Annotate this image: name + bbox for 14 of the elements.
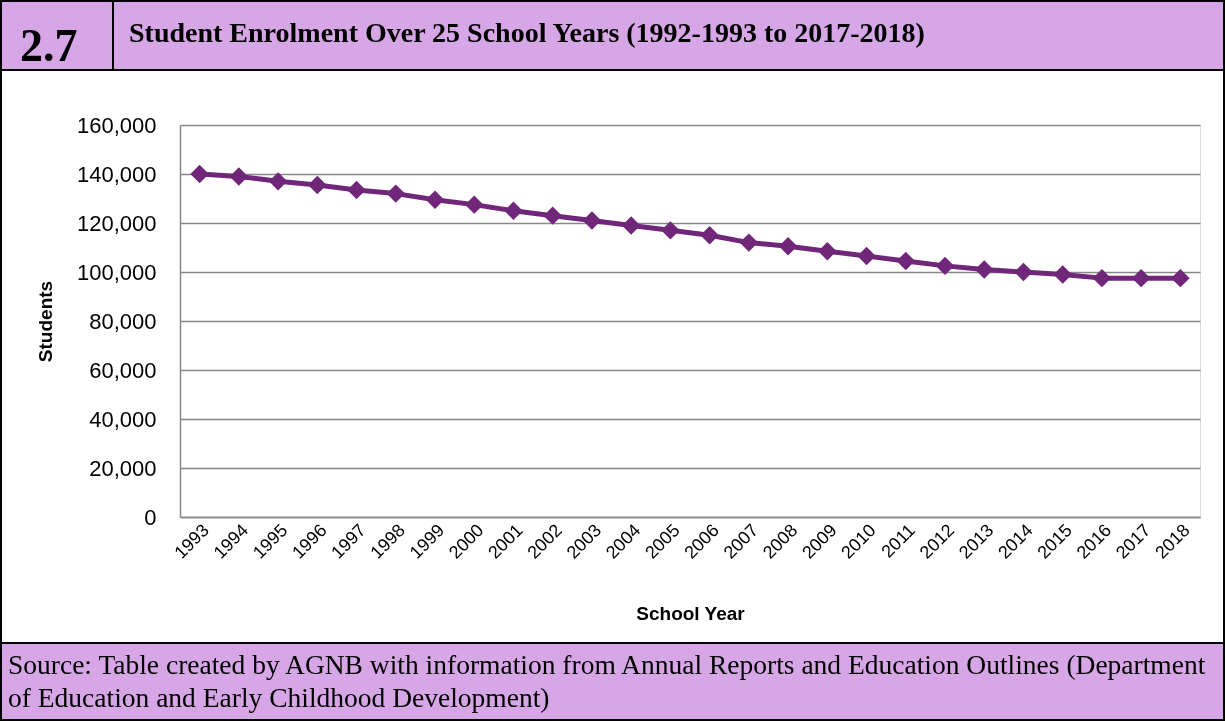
y-tick-label: 60,000 [89,357,157,383]
y-tick-label: 140,000 [76,161,157,187]
x-axis-title: School Year [636,602,746,624]
y-tick-label: 100,000 [76,259,157,285]
y-tick-label: 0 [144,504,157,530]
y-axis-title: Students [34,280,56,363]
y-tick-label: 120,000 [76,210,157,236]
y-tick-label: 20,000 [89,455,157,481]
y-tick-label: 160,000 [76,112,157,138]
y-tick-label: 40,000 [89,406,157,432]
y-tick-label: 80,000 [89,308,157,334]
source-note: Source: Table created by AGNB with information from Annual Reports and Education Outlines (Department of Education and Early Childhood Development) [8,649,1206,713]
chart-title: Student Enrolment Over 25 School Years (1992-1993 to 2017-2018) [129,17,925,48]
text: 2.7 [20,20,78,71]
